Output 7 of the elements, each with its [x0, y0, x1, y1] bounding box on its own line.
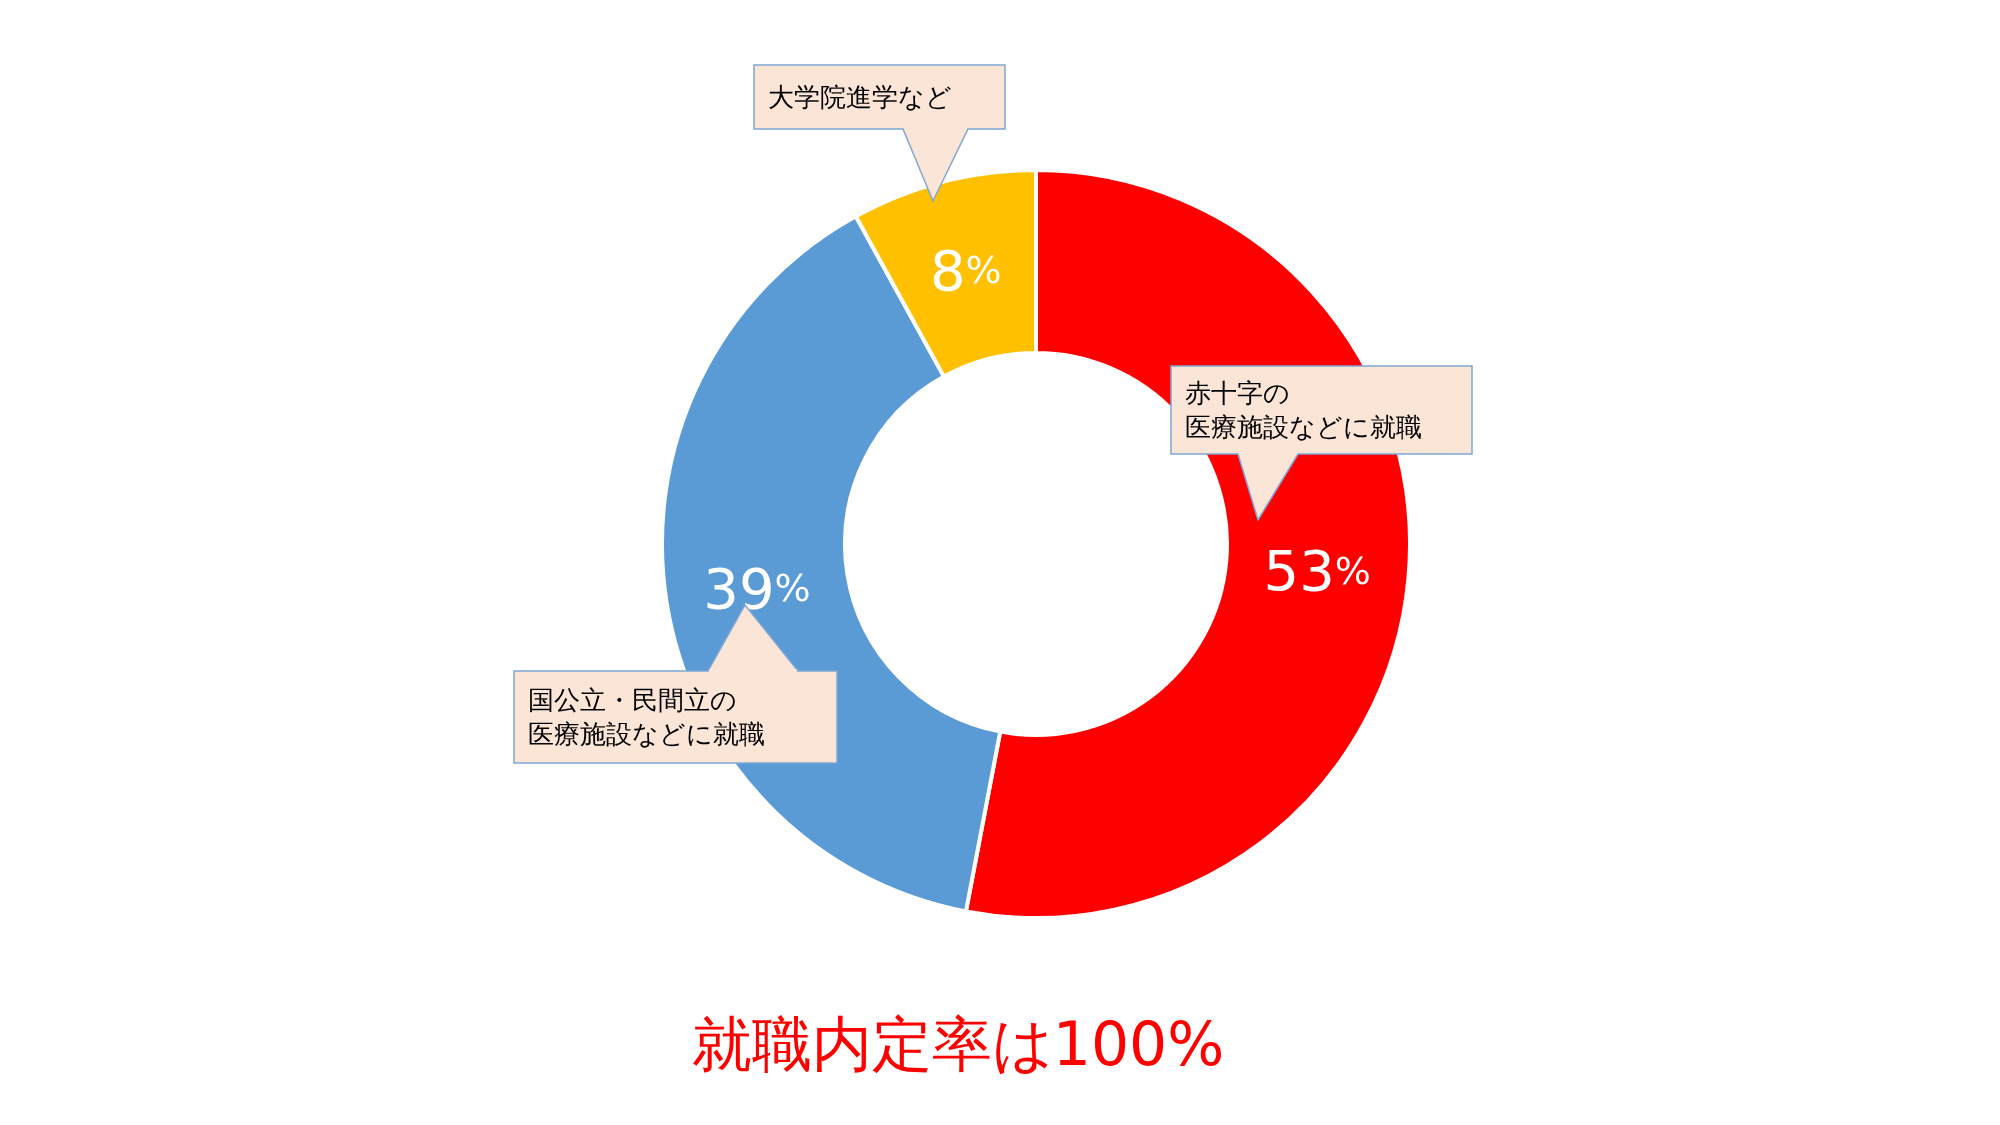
text: 就職内定率は100%	[691, 1009, 1225, 1079]
slice-label: 赤十字の医療施設などに就職	[1185, 378, 1422, 442]
slice-label: 国公立・民間立の医療施設などに就職	[528, 685, 765, 749]
data-label: 39%	[703, 555, 811, 621]
data-label: 8%	[929, 237, 1002, 303]
data-label: 53%	[1263, 538, 1371, 604]
slice-label: 大学院進学など	[768, 82, 952, 112]
